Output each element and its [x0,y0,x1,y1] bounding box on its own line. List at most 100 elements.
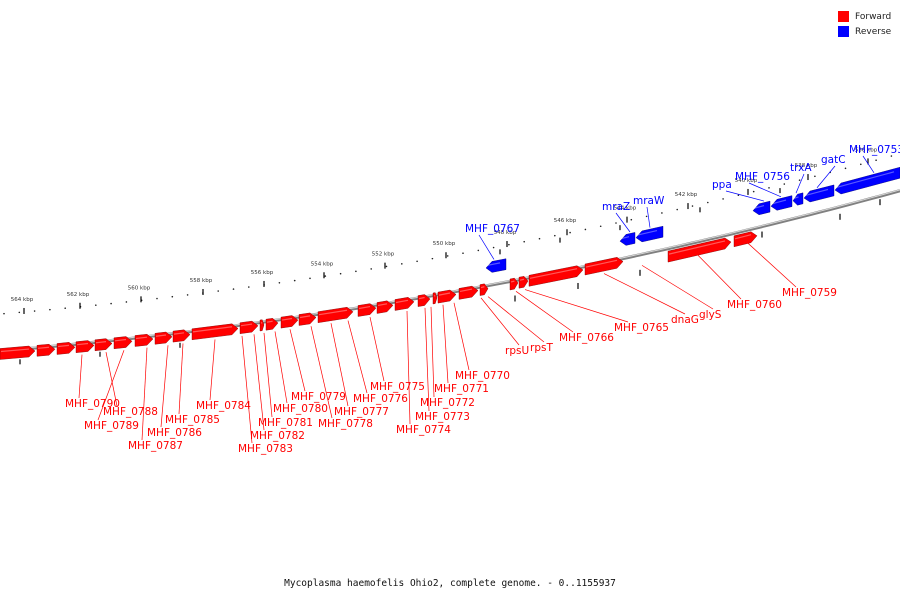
gene-arrow-mhf-0756[interactable] [770,195,793,211]
gene-arrow-mhf-0753[interactable] [834,166,900,195]
gene-label-mhf-0760[interactable]: MHF_0760 [727,299,782,311]
gene-label-rpst[interactable]: rpsT [530,342,553,354]
gene-label-mhf-0788[interactable]: MHF_0788 [103,406,158,418]
gene-label-mhf-0783[interactable]: MHF_0783 [238,443,293,455]
scale-dot [324,275,327,277]
gene-label-mhf-0790[interactable]: MHF_0790 [65,398,120,410]
leader-line [209,339,216,401]
leader-line [816,165,836,188]
gene-arrow-mhf-0778[interactable] [265,318,279,331]
label-leader-lines [78,155,875,444]
gene-label-mhf-0759[interactable]: MHF_0759 [782,287,837,299]
gene-label-mhf-0777[interactable]: MHF_0777 [334,406,389,418]
gene-arrow-mhf-0773[interactable] [376,300,394,314]
gene-label-ppa[interactable]: ppa [712,179,732,191]
gene-arrow-shine [266,320,273,323]
gene-label-mhf-0771[interactable]: MHF_0771 [434,383,489,395]
gene-label-mhf-0789[interactable]: MHF_0789 [84,420,139,432]
leader-line [430,306,435,398]
gene-label-mhf-0774[interactable]: MHF_0774 [396,424,451,436]
gene-label-mhf-0773[interactable]: MHF_0773 [415,411,470,423]
gene-arrow-mhf-0784[interactable] [134,333,154,347]
gene-arrow-mhf-0790[interactable] [0,345,36,360]
gene-arrow-mhf-0765[interactable] [509,277,519,291]
gene-arrow-rpst[interactable] [458,285,479,300]
gene-arrow-mhf-0776[interactable] [298,312,317,326]
gene-label-mhf-0776[interactable]: MHF_0776 [353,393,408,405]
gene-arrow-mraz[interactable] [619,232,636,246]
scale-dot [615,222,617,224]
gene-arrow-mhf-0767[interactable] [485,258,507,273]
leader-line [487,296,545,343]
scale-dot [446,255,449,257]
gene-arrow-mhf-0777[interactable] [280,315,299,329]
gene-label-mraz[interactable]: mraZ [602,201,630,213]
scale-dot [722,198,724,200]
gene-label-mhf-0753[interactable]: MHF_0753 [849,144,900,156]
gene-arrow-mhf-0783[interactable] [154,331,173,345]
gene-label-mhf-0780[interactable]: MHF_0780 [273,403,328,415]
gene-arrow-rpsu[interactable] [437,289,457,304]
gene-label-rpsu[interactable]: rpsU [505,345,529,357]
scale-dot [875,159,877,162]
gene-arrow-mraw[interactable] [635,225,664,243]
gene-arrow-ppa[interactable] [752,200,771,216]
gene-arrow-mhf-0780[interactable] [239,320,259,334]
gene-label-mhf-0766[interactable]: MHF_0766 [559,332,614,344]
gene-arrow-mhf-0787[interactable] [75,340,95,353]
gene-label-mhf-0786[interactable]: MHF_0786 [147,427,202,439]
scale-tick-label: 540 kbp [735,178,758,184]
gene-label-glys[interactable]: glyS [699,309,722,321]
gene-arrow-dnag[interactable] [518,276,529,289]
scale-dot [783,183,786,185]
gene-label-mhf-0779[interactable]: MHF_0779 [291,391,346,403]
gene-label-trxa[interactable]: trxA [790,162,812,174]
gene-label-mhf-0775[interactable]: MHF_0775 [370,381,425,393]
gene-label-mhf-0770[interactable]: MHF_0770 [455,370,510,382]
gene-label-mhf-0772[interactable]: MHF_0772 [420,397,475,409]
gene-arrow-mhf-0786[interactable] [94,338,113,352]
gene-arrow-trxa[interactable] [792,192,804,206]
gene-label-mhf-0778[interactable]: MHF_0778 [318,418,373,430]
gene-arrow-mhf-0775[interactable] [317,306,354,323]
gene-arrow-mhf-0788[interactable] [36,343,56,357]
gene-label-mhf-0785[interactable]: MHF_0785 [165,414,220,426]
gene-label-dnag[interactable]: dnaG [671,314,699,326]
gene-label-mhf-0787[interactable]: MHF_0787 [128,440,183,452]
gene-arrow-shine [37,346,50,349]
gene-arrow-mhf-0760b[interactable] [667,237,732,263]
gene-arrow-mhf-0770[interactable] [432,292,438,305]
gene-label-mhf-0767[interactable]: MHF_0767 [465,223,520,235]
gene-arrow-mhf-0771[interactable] [417,294,431,307]
gene-arrow-mhf-0782[interactable] [172,329,191,343]
gene-label-mhf-0781[interactable]: MHF_0781 [258,417,313,429]
gene-label-mhf-0756[interactable]: MHF_0756 [735,171,790,183]
gene-arrow-shine [459,288,473,292]
gene-arrow-mhf-0759[interactable] [733,231,758,248]
scale-tick-label: 552 kbp [372,252,395,258]
backbone-line [0,189,900,353]
gene-arrow-mhf-0774[interactable] [357,303,377,317]
scale-dot [554,234,556,237]
gene-arrow-mhf-0785[interactable] [113,336,133,350]
gene-label-mraw[interactable]: mraW [633,195,665,207]
leader-line [453,302,470,371]
gene-arrow-mhf-0781[interactable] [191,323,239,341]
gene-arrow-mhf-0772[interactable] [394,297,415,311]
legend-item-forward: Forward [838,9,900,24]
gene-arrow-mhf-0779[interactable] [259,319,265,332]
gene-label-mhf-0782[interactable]: MHF_0782 [250,430,305,442]
gene-arrow-mhf-0766[interactable] [479,283,489,296]
gene-arrow-gatc[interactable] [803,184,835,203]
scale-tick-label: 560 kbp [128,285,151,291]
gene-arrow-mhf-0789[interactable] [56,342,76,355]
gene-label-gatc[interactable]: gatC [821,154,846,166]
gene-label-mhf-0765[interactable]: MHF_0765 [614,322,669,334]
scale-dot [814,175,816,178]
gene-label-mhf-0784[interactable]: MHF_0784 [196,400,251,412]
scale-dot [416,260,418,263]
gene-arrow-shine [155,334,167,337]
gene-arrow-glys[interactable] [528,265,584,287]
gene-arrow-shine [418,296,425,300]
gene-arrow-mhf-0760[interactable] [584,257,624,276]
